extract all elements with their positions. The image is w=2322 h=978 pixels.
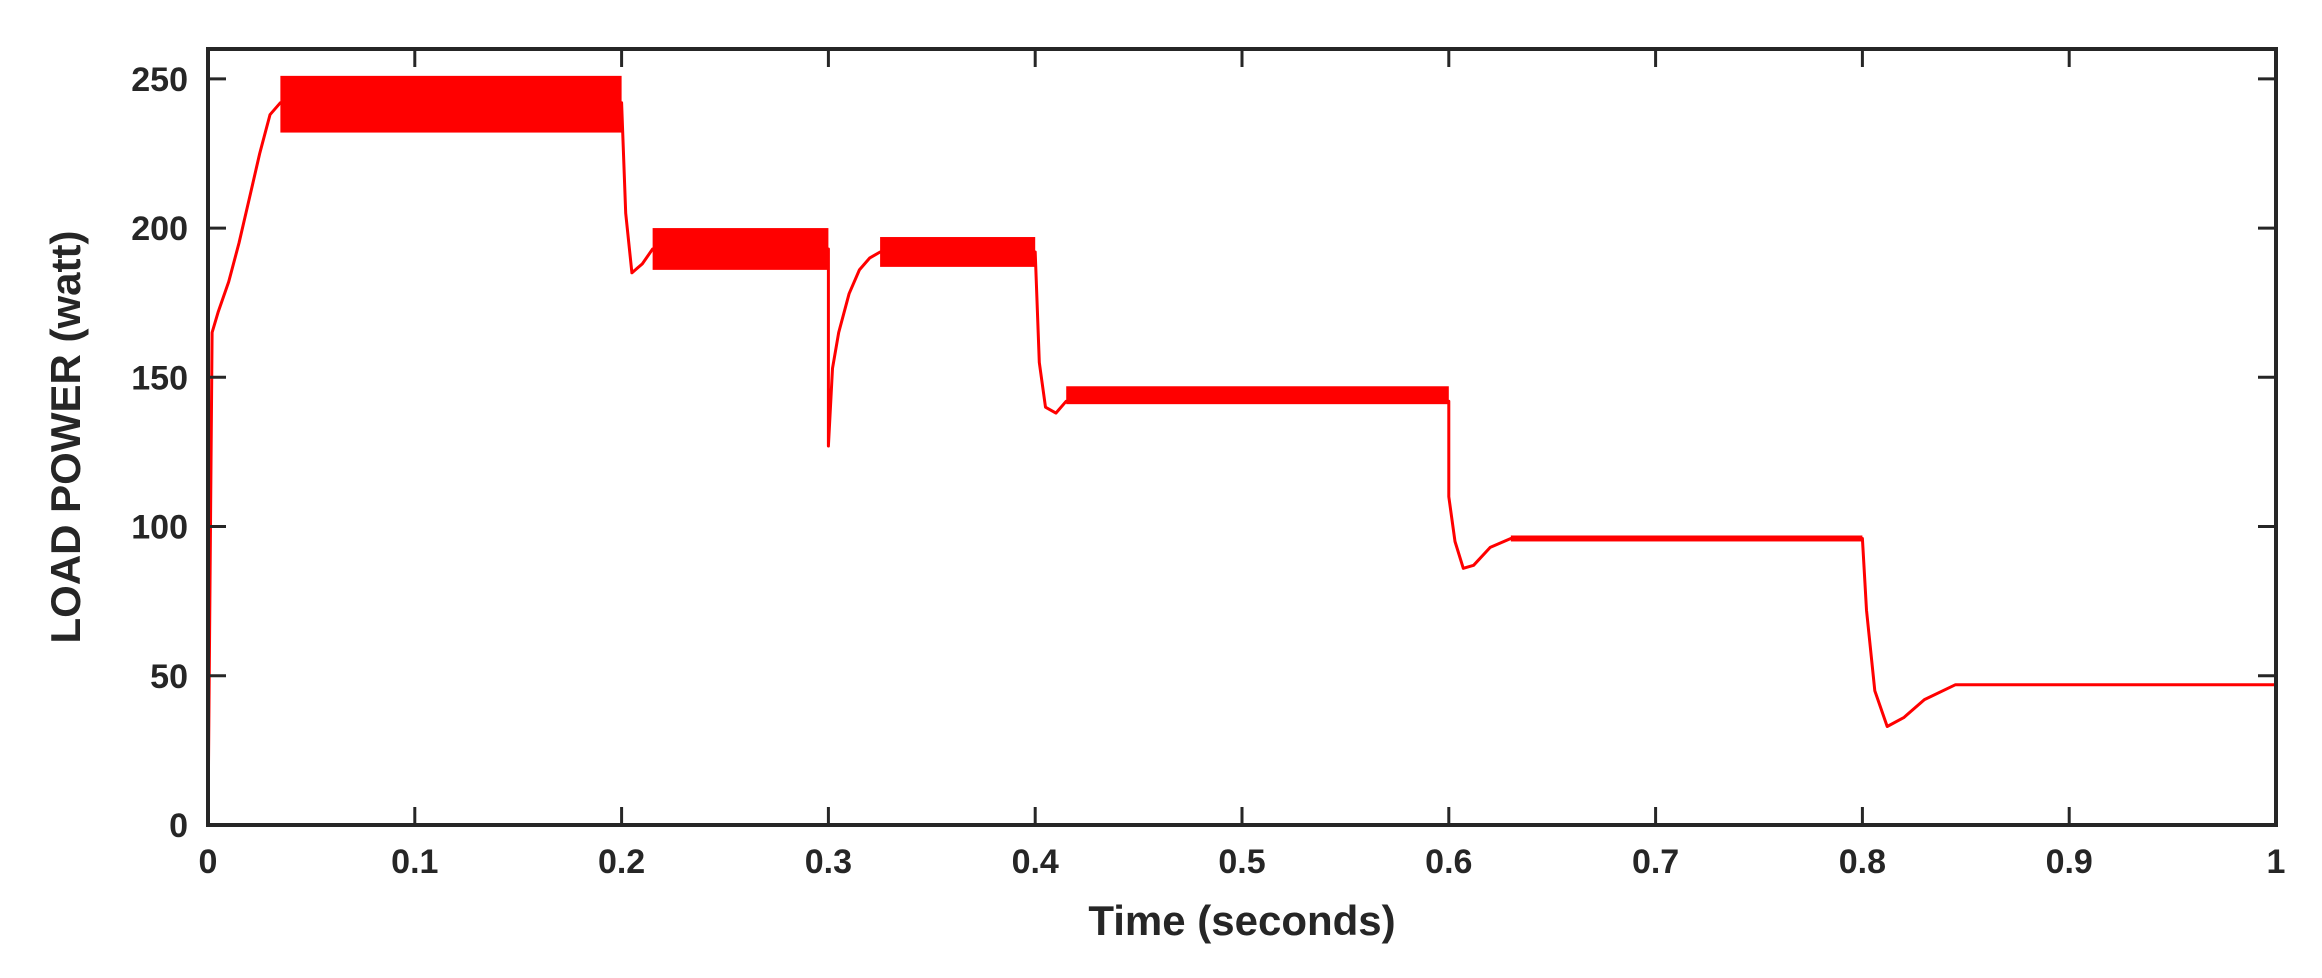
plot-area-frame <box>206 47 2278 827</box>
series-line-1 <box>206 101 2276 826</box>
x-tick-label: 0.1 <box>391 843 438 881</box>
x-axis-title: Time (seconds) <box>1088 897 1395 944</box>
x-tick-labels: 0 0.1 0.2 0.3 0.4 0.5 0.6 0.7 0.8 0.9 1 <box>199 843 2286 881</box>
x-tick-label: 0.8 <box>1839 843 1886 881</box>
x-tick-label: 0.2 <box>598 843 645 881</box>
x-tick-label: 0.6 <box>1425 843 1472 881</box>
x-tick-label: 0.9 <box>2046 843 2093 881</box>
y-tick-labels: 0 50 100 150 200 250 <box>131 61 188 845</box>
x-tick-label: 0.4 <box>1012 843 1059 881</box>
ripple-band-4 <box>1066 386 1449 405</box>
y-tick-label: 200 <box>131 210 188 248</box>
ripple-band-1 <box>280 75 622 133</box>
y-tick-label: 0 <box>169 807 188 845</box>
y-axis-title: LOAD POWER (watt) <box>42 231 89 644</box>
x-tick-label: 0.5 <box>1218 843 1265 881</box>
y-tick-label: 150 <box>131 359 188 397</box>
y-tick-label: 100 <box>131 509 188 547</box>
x-tick-label: 0.7 <box>1632 843 1679 881</box>
x-tick-label: 1 <box>2267 843 2286 881</box>
y-tick-label: 50 <box>150 658 188 696</box>
plot-data-layer <box>206 75 2276 826</box>
y-tick-label: 250 <box>131 61 188 99</box>
axis-ticks <box>206 49 2278 827</box>
x-tick-label: 0.3 <box>805 843 852 881</box>
x-tick-label: 0 <box>199 843 218 881</box>
